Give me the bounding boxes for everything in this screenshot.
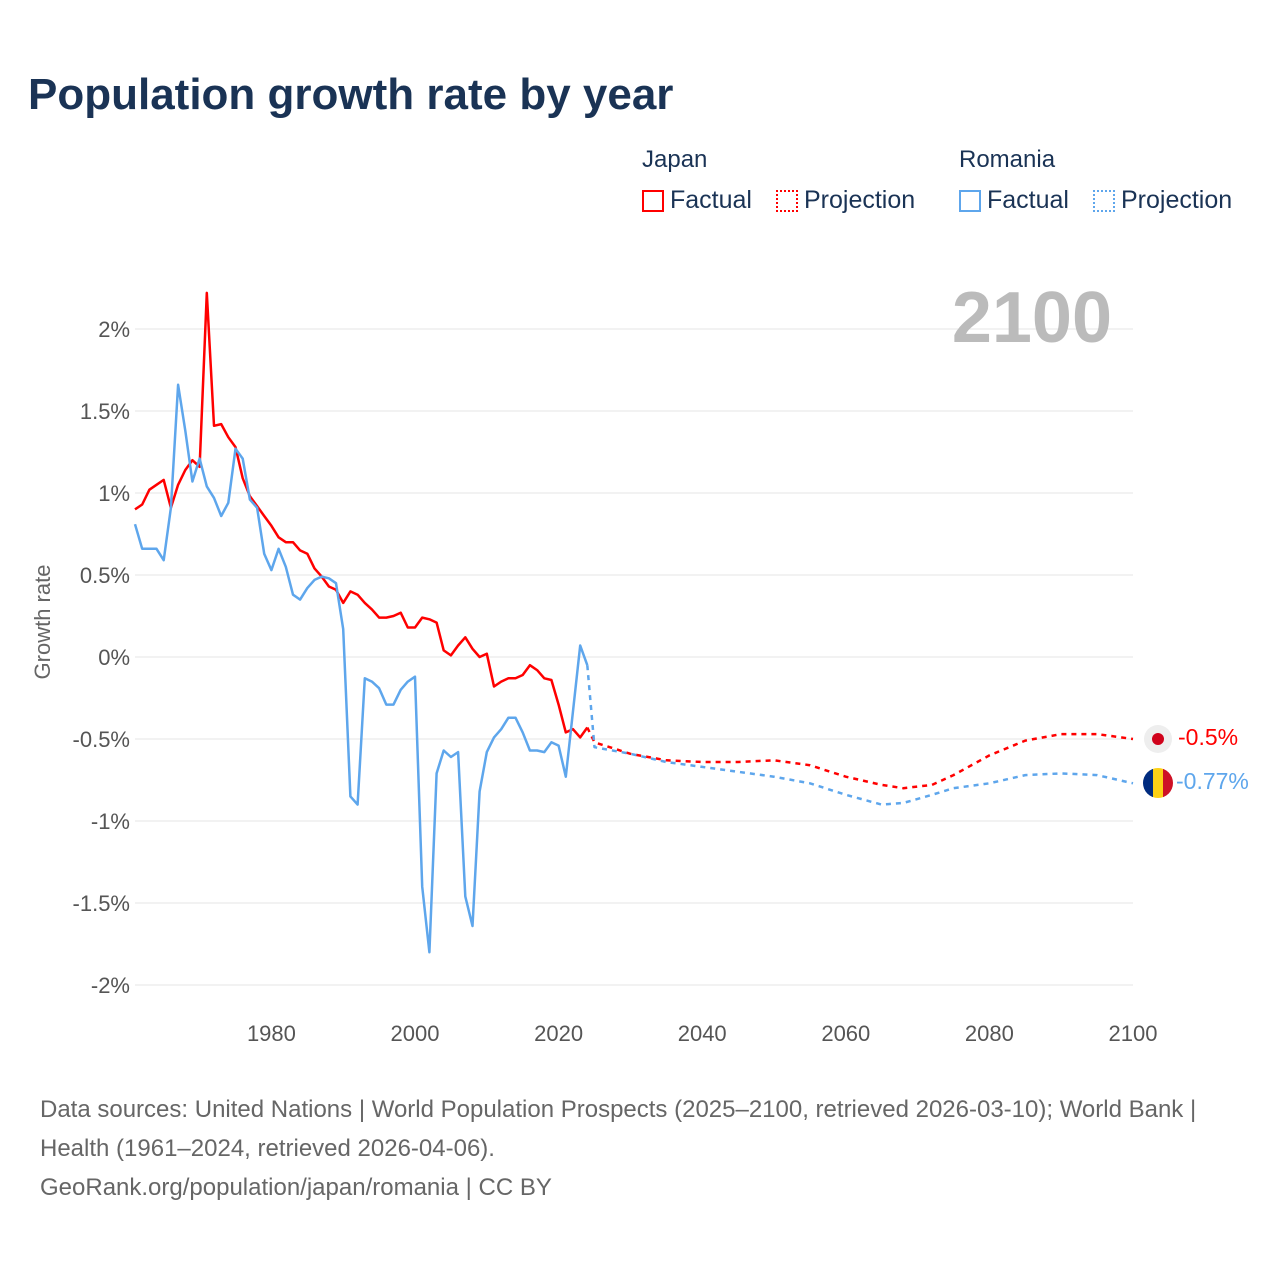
x-tick-label: 2100 [1109,1021,1158,1046]
x-tick-label: 2060 [821,1021,870,1046]
legend-label: Projection [1121,186,1233,214]
legend-group-romania: Romania [959,146,1056,173]
x-tick-label: 2040 [678,1021,727,1046]
page-title: Population growth rate by year [28,70,674,119]
series-romania-projection [586,665,1134,806]
y-tick-label: -1% [91,809,130,834]
y-tick-label: 1% [98,481,130,506]
sources: Data sources: United Nations | World Pop… [40,1090,1240,1207]
year-watermark: 2100 [952,278,1112,358]
y-tick-label: 1.5% [80,399,130,424]
legend-romania-projection[interactable]: Projection [1093,186,1232,215]
legend-japan-factual[interactable]: Factual [642,186,752,215]
end-marker-romania [1143,768,1173,798]
series-japan-projection [586,726,1134,790]
x-tick-label: 2000 [391,1021,440,1046]
legend-japan-projection[interactable]: Projection [776,186,915,215]
series-romania-factual [133,383,589,954]
y-tick-label: -0.5% [73,727,130,752]
x-tick-label: 2020 [534,1021,583,1046]
end-label-japan: -0.5% [1178,724,1238,750]
end-label-romania: -0.77% [1176,768,1249,794]
sources-text: Data sources: United Nations | World Pop… [40,1096,1197,1162]
y-tick-label: -1.5% [73,891,130,916]
legend-romania-factual[interactable]: Factual [959,186,1069,215]
y-axis-label: Growth rate [30,565,55,680]
y-tick-label: 2% [98,317,130,342]
legend-label: Projection [804,186,916,214]
legend-group-japan: Japan [642,146,708,173]
attribution-link[interactable]: GeoRank.org/population/japan/romania | C… [40,1174,552,1201]
legend-swatch-dotted [1093,189,1115,212]
x-tick-label: 1980 [247,1021,296,1046]
legend-swatch-dotted [776,189,798,212]
legend-label: Factual [987,186,1069,214]
legend-swatch-solid [642,189,664,212]
series-japan-factual [134,291,589,739]
y-tick-label: 0.5% [80,563,130,588]
y-tick-label: 0% [98,645,130,670]
y-tick-label: -2% [91,973,130,998]
end-marker-japan [1144,725,1172,753]
legend-label: Factual [670,186,752,214]
legend-swatch-solid [959,189,981,212]
x-tick-label: 2080 [965,1021,1014,1046]
